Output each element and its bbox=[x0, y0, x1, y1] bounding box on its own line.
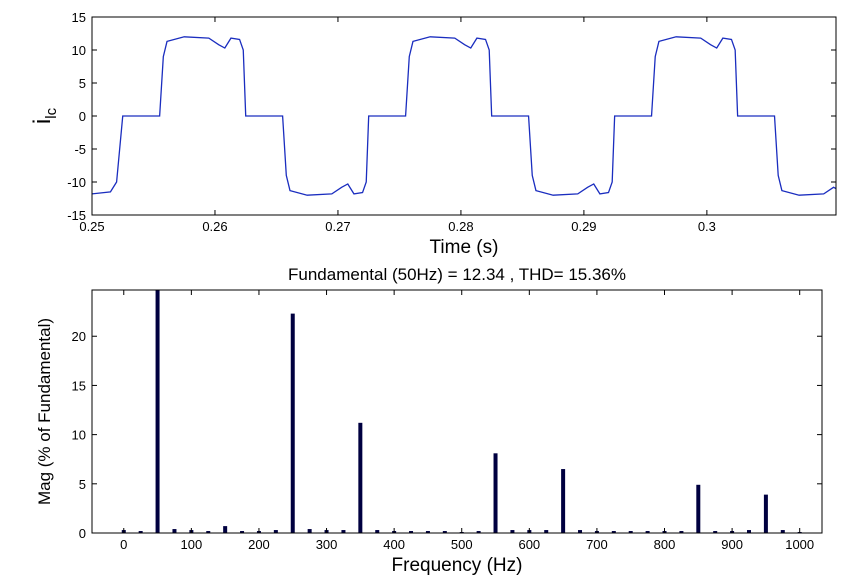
harmonic-bar bbox=[206, 531, 211, 533]
harmonic-bar bbox=[645, 531, 650, 533]
harmonic-bar bbox=[172, 529, 177, 533]
harmonic-bar bbox=[341, 530, 346, 533]
harmonic-bar bbox=[493, 453, 498, 533]
x-tick-label: 0.26 bbox=[202, 219, 227, 234]
harmonic-bar bbox=[713, 531, 718, 533]
y-axis-label-main: i bbox=[29, 119, 56, 124]
harmonic-bar bbox=[611, 531, 616, 533]
harmonic-bar bbox=[763, 494, 768, 533]
y-tick-label: 15 bbox=[72, 378, 86, 393]
harmonic-bar bbox=[578, 530, 583, 533]
harmonic-bar bbox=[442, 531, 447, 533]
harmonic-bar bbox=[375, 530, 380, 533]
x-tick-label: 0.28 bbox=[448, 219, 473, 234]
harmonic-bar bbox=[223, 526, 228, 533]
y-tick-label: -10 bbox=[67, 175, 86, 190]
x-tick-label: 900 bbox=[721, 537, 743, 552]
x-tick-label: 0.3 bbox=[698, 219, 716, 234]
plot-area bbox=[92, 36, 836, 196]
x-tick-label: 100 bbox=[181, 537, 203, 552]
y-tick-label: 10 bbox=[72, 428, 86, 443]
harmonic-bar bbox=[240, 531, 245, 533]
x-tick-label: 300 bbox=[316, 537, 338, 552]
axes-box bbox=[91, 289, 823, 534]
axes-box bbox=[91, 16, 837, 216]
harmonic-bar bbox=[696, 484, 701, 533]
x-tick-label: 0 bbox=[120, 537, 127, 552]
x-axis-label: Time (s) bbox=[430, 237, 499, 258]
x-tick-label: 200 bbox=[248, 537, 270, 552]
harmonic-bar bbox=[628, 531, 633, 533]
x-tick-label: 1000 bbox=[785, 537, 814, 552]
harmonic-bar bbox=[425, 531, 430, 533]
y-tick-label: 0 bbox=[79, 109, 86, 124]
x-tick-label: 600 bbox=[518, 537, 540, 552]
x-tick-label: 700 bbox=[586, 537, 608, 552]
x-tick-label: 0.27 bbox=[325, 219, 350, 234]
harmonic-bar bbox=[679, 531, 684, 533]
x-tick-label: 0.25 bbox=[79, 219, 104, 234]
harmonic-bar bbox=[510, 530, 515, 533]
x-tick-label: 0.29 bbox=[571, 219, 596, 234]
x-tick-label: 800 bbox=[654, 537, 676, 552]
y-tick-label: 5 bbox=[79, 76, 86, 91]
y-axis-label-sub: lc bbox=[43, 107, 60, 118]
y-axis-label: ilc bbox=[29, 107, 60, 124]
harmonic-bar bbox=[409, 531, 414, 533]
y-tick-label: -15 bbox=[67, 208, 86, 223]
y-tick-label: -5 bbox=[74, 142, 86, 157]
harmonic-bar bbox=[138, 531, 143, 533]
harmonic-bar bbox=[747, 530, 751, 533]
y-tick-label: 5 bbox=[79, 477, 86, 492]
harmonic-bar bbox=[476, 531, 481, 533]
y-tick-label: 10 bbox=[72, 43, 86, 58]
chart-title: Fundamental (50Hz) = 12.34 , THD= 15.36% bbox=[288, 265, 626, 284]
harmonic-bar bbox=[290, 313, 295, 533]
harmonic-bar bbox=[155, 290, 160, 533]
harmonic-bar bbox=[544, 530, 549, 533]
harmonic-bar bbox=[358, 422, 363, 533]
harmonic-bar bbox=[780, 530, 785, 533]
y-tick-label: 0 bbox=[79, 526, 86, 541]
y-axis-label: Mag (% of Fundamental) bbox=[35, 318, 54, 505]
harmonic-bar bbox=[273, 530, 278, 533]
y-tick-label: 15 bbox=[72, 10, 86, 25]
y-tick-label: 20 bbox=[72, 329, 86, 344]
harmonic-bar bbox=[561, 469, 566, 533]
x-tick-label: 400 bbox=[383, 537, 405, 552]
harmonic-bar bbox=[307, 529, 312, 533]
waveform bbox=[92, 36, 836, 196]
x-axis-label: Frequency (Hz) bbox=[392, 555, 523, 576]
x-tick-label: 500 bbox=[451, 537, 473, 552]
